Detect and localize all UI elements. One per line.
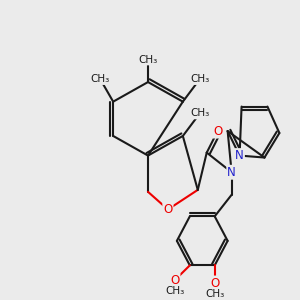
Text: CH₃: CH₃	[190, 74, 209, 84]
Text: CH₃: CH₃	[91, 74, 110, 84]
Text: CH₃: CH₃	[205, 289, 224, 299]
Text: O: O	[213, 124, 222, 138]
Text: O: O	[170, 274, 179, 286]
Text: N: N	[227, 166, 236, 179]
Text: CH₃: CH₃	[190, 108, 209, 118]
Text: O: O	[163, 203, 172, 216]
Text: O: O	[210, 277, 219, 290]
Text: N: N	[235, 149, 244, 162]
Text: CH₃: CH₃	[165, 286, 184, 296]
Text: CH₃: CH₃	[138, 55, 158, 64]
